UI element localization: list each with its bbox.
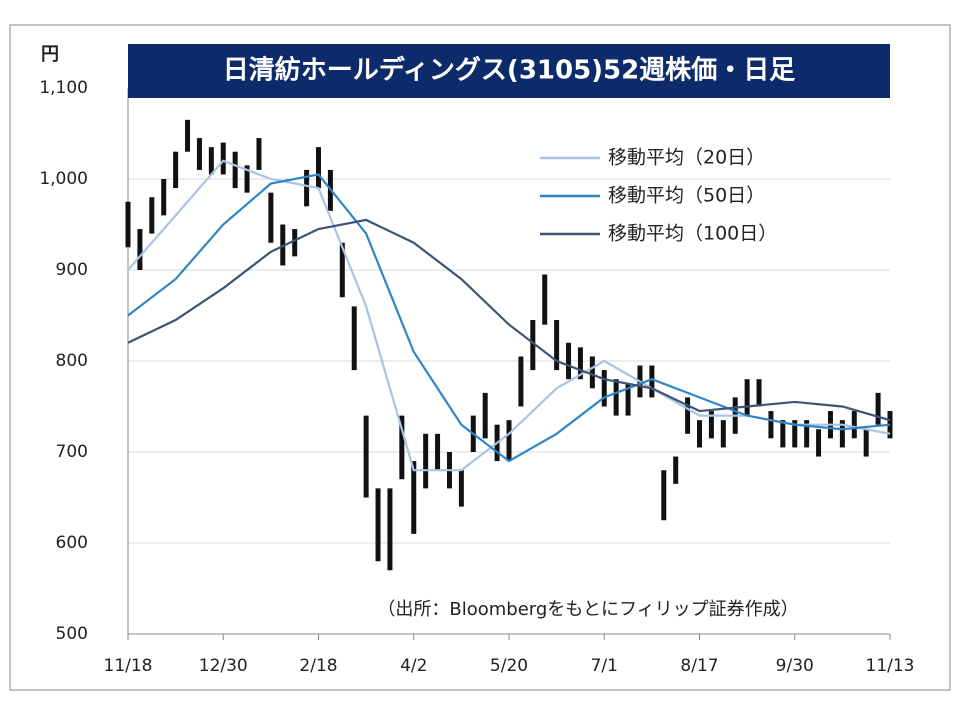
y-tick-label: 1,100 [39, 78, 88, 98]
chart-title: 日清紡ホールディングス(3105)52週株価・日足 [223, 55, 796, 86]
x-tick-label: 4/2 [400, 656, 427, 676]
frame [9, 24, 951, 691]
x-tick-label: 11/18 [104, 656, 153, 676]
x-tick-label: 11/13 [866, 656, 915, 676]
x-tick-label: 9/30 [776, 656, 814, 676]
legend-label: 移動平均（20日） [608, 147, 765, 169]
x-tick-label: 8/17 [680, 656, 718, 676]
y-tick-label: 500 [56, 624, 88, 644]
x-tick-label: 7/1 [591, 656, 618, 676]
legend-label: 移動平均（50日） [608, 185, 765, 207]
ma-line [127, 218, 891, 422]
ma-line [127, 173, 891, 463]
legend-label: 移動平均（100日） [608, 223, 777, 245]
y-tick-label: 700 [56, 442, 88, 462]
x-tick-label: 12/30 [199, 656, 248, 676]
y-unit: 円 [41, 44, 59, 65]
y-tick-label: 800 [56, 351, 88, 371]
y-tick-label: 1,000 [39, 169, 88, 189]
x-tick-label: 5/20 [490, 656, 528, 676]
source-note: （出所：Bloombergをもとにフィリップ証券作成） [377, 599, 798, 620]
y-tick-label: 600 [56, 533, 88, 553]
y-tick-label: 900 [56, 260, 88, 280]
title-bar [128, 44, 890, 98]
x-tick-label: 2/18 [299, 656, 337, 676]
